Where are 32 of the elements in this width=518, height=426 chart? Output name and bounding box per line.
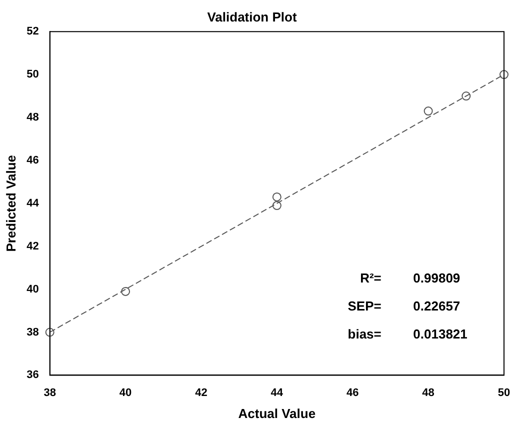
y-tick-label: 38	[26, 326, 39, 338]
y-tick-label: 50	[26, 68, 39, 81]
x-tick-label: 50	[498, 386, 510, 399]
y-tick-label: 42	[26, 240, 39, 252]
annotation: R²=	[360, 270, 382, 286]
point	[424, 106, 433, 116]
y-tick-label: 52	[26, 26, 39, 38]
x-axis-title: Actual Value	[238, 406, 316, 421]
y-tick-label: 44	[26, 197, 40, 210]
y-axis-title: Predicted Value	[3, 154, 18, 252]
y-tick-label: 36	[26, 369, 39, 382]
point	[45, 328, 54, 337]
annotation: 0.99809	[413, 270, 460, 286]
point	[462, 92, 471, 101]
point	[500, 70, 508, 80]
y-tick-label: 46	[26, 154, 39, 166]
x-tick-label: 38	[44, 386, 56, 399]
x-tick-label: 42	[195, 386, 208, 399]
annotation: 0.013821	[413, 326, 468, 342]
x-tick-label: 44	[270, 386, 284, 399]
y-tick-label: 48	[26, 112, 39, 124]
x-tick-label: 48	[422, 386, 434, 399]
x-tick-label: 40	[119, 386, 132, 399]
annotation: SEP=	[348, 298, 382, 314]
annotation: 0.22657	[413, 298, 460, 314]
point	[121, 286, 130, 296]
point	[272, 192, 282, 202]
point	[272, 201, 282, 210]
annotation: bias=	[348, 326, 382, 342]
y-tick-label: 40	[26, 283, 39, 296]
chart-title: Validation Plot	[207, 9, 298, 24]
x-tick-label: 46	[346, 386, 359, 399]
